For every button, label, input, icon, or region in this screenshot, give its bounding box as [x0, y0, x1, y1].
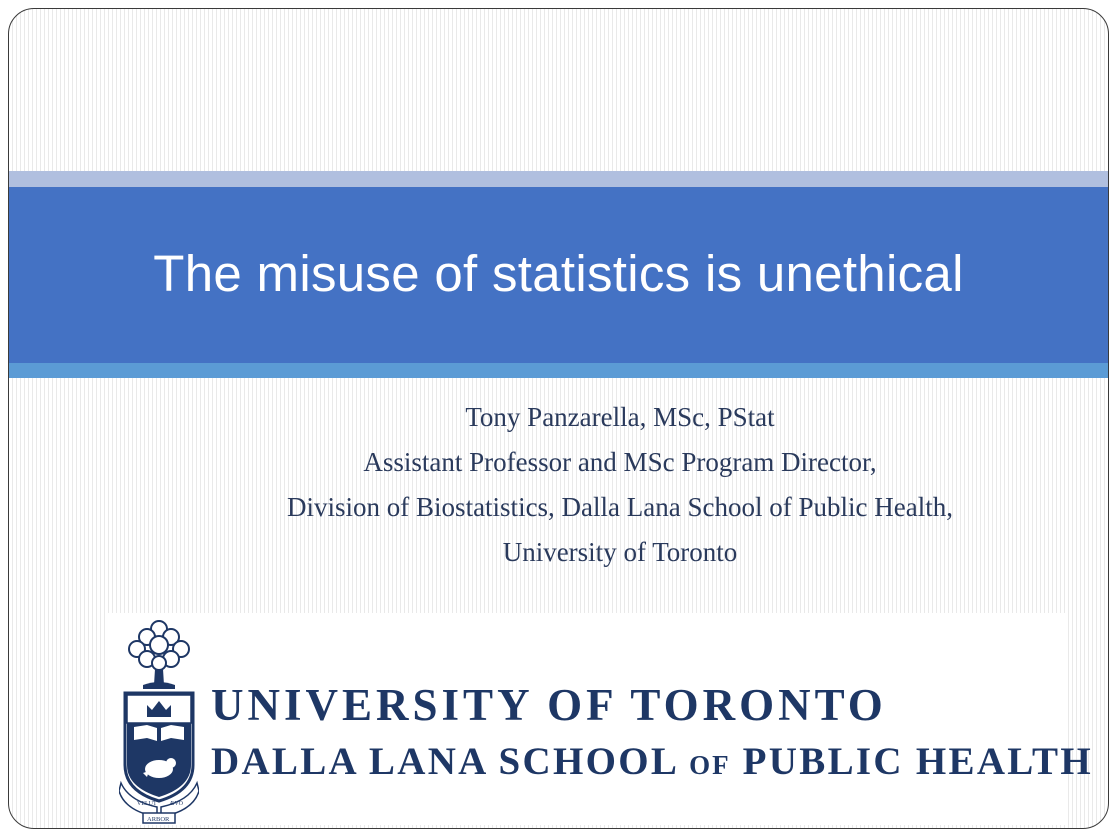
university-logo: VELUT ÆVO ARBOR UNIVERSITY OF TORONTO DA… — [107, 613, 1091, 825]
slide: The misuse of statistics is unethical To… — [8, 8, 1109, 829]
title-band: The misuse of statistics is unethical — [9, 187, 1108, 363]
wordmark-dalla-lana-school: DALLA LANA SCHOOL — [211, 740, 678, 783]
wordmark-public-health: PUBLIC HEALTH — [742, 740, 1093, 783]
subtitle-line-name: Tony Panzarella, MSc, PStat — [465, 402, 775, 432]
crest-motto-right: ÆVO — [169, 801, 184, 807]
wordmark-school-name: DALLA LANA SCHOOL OF PUBLIC HEALTH — [211, 735, 1093, 792]
subtitle-line-division: Division of Biostatistics, Dalla Lana Sc… — [287, 492, 953, 522]
title-band-bottom-stripe — [9, 363, 1108, 378]
crest-motto-left: VELUT — [137, 801, 157, 807]
slide-subtitle: Tony Panzarella, MSc, PStat Assistant Pr… — [159, 395, 1081, 575]
crest-scroll-text: ARBOR — [147, 816, 170, 823]
subtitle-line-university: University of Toronto — [502, 537, 738, 567]
title-band-top-stripe — [9, 171, 1108, 187]
wordmark-university-of-toronto: UNIVERSITY OF TORONTO — [211, 680, 887, 730]
slide-title: The misuse of statistics is unethical — [153, 244, 964, 302]
subtitle-line-position: Assistant Professor and MSc Program Dire… — [363, 447, 877, 477]
university-wordmark: UNIVERSITY OF TORONTO DALLA LANA SCHOOL … — [211, 679, 1093, 792]
wordmark-of: OF — [689, 750, 731, 780]
university-crest-icon: VELUT ÆVO ARBOR — [119, 620, 199, 824]
